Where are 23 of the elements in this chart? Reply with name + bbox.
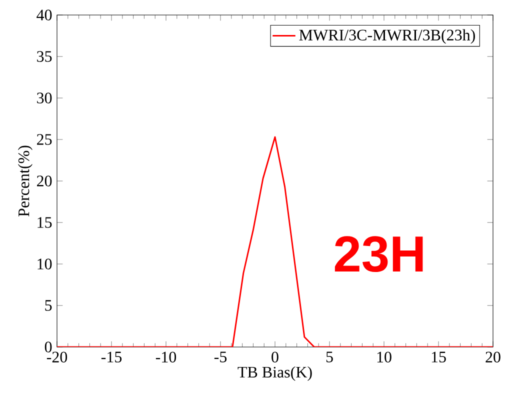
y-tick-label: 30 [37, 92, 52, 104]
y-tick-label: 15 [38, 217, 52, 228]
x-tick-label: 5 [326, 352, 333, 362]
annotation: 23H [334, 236, 423, 272]
x-tick-label: 0 [272, 352, 278, 362]
y-tick-label: 35 [37, 51, 52, 62]
x-tick-label: 20 [486, 352, 500, 362]
x-tick-label: 10 [377, 352, 392, 362]
x-tick-label: -20 [46, 352, 68, 362]
y-tick-label: 20 [37, 176, 52, 186]
y-tick-label: 10 [38, 258, 52, 270]
y-tick-label: 40 [36, 10, 52, 20]
y-tick-label: 25 [37, 134, 52, 145]
legend-label: MWRI/3C-MWRI/3B(23h) [299, 29, 475, 44]
x-tick-label: 15 [432, 352, 446, 362]
y-tick-label: 0 [44, 342, 52, 352]
y-axis-title: Percent(%) [18, 146, 32, 217]
line-series [57, 136, 494, 347]
x-axis-title: TB Bias(K) [238, 366, 312, 381]
x-tick-label: -5 [214, 352, 227, 362]
y-tick-label: 5 [45, 300, 52, 311]
x-tick-label: -15 [101, 352, 122, 362]
x-tick-label: -10 [156, 352, 176, 362]
